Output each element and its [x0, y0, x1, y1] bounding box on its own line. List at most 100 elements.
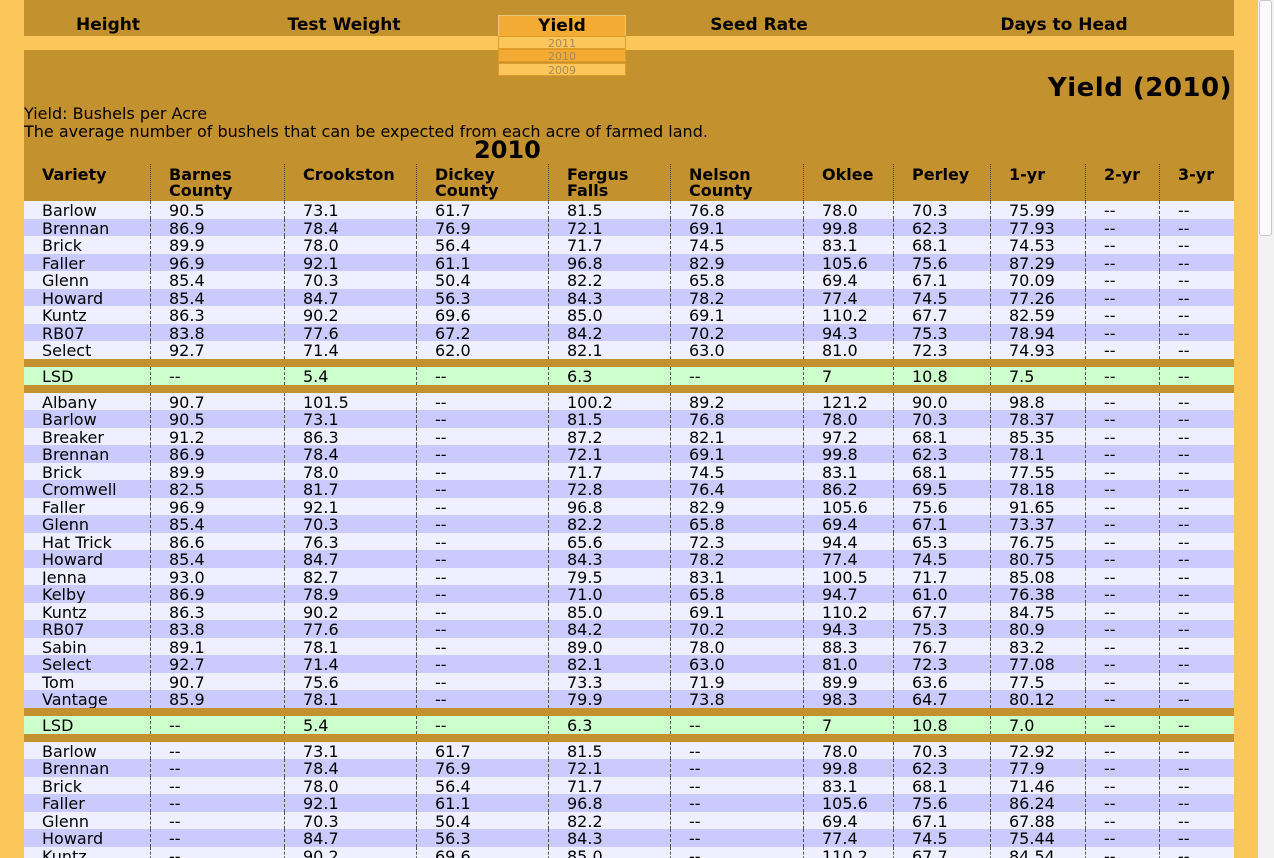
table-cell: RB07	[42, 323, 85, 341]
table-cell: Brick	[42, 462, 83, 480]
nav-height[interactable]: Height	[76, 15, 140, 35]
table-cell: --	[150, 759, 284, 777]
group-separator	[24, 358, 1234, 367]
table-cell: 69.1	[670, 306, 803, 324]
table-cell: 75.6	[893, 253, 990, 271]
column-header: Fergus Falls	[548, 164, 670, 201]
table-cell: 86.3	[284, 427, 416, 445]
table-cell: 79.5	[548, 567, 670, 585]
table-cell: 56.4	[416, 776, 548, 794]
table-cell: 63.0	[670, 655, 803, 673]
table-cell: --	[416, 585, 548, 603]
table-cell: 67.1	[893, 271, 990, 289]
yield-year-2010[interactable]: 2010	[498, 49, 626, 63]
yield-year-2009[interactable]: 2009	[498, 63, 626, 77]
table-cell: 72.92	[990, 741, 1085, 759]
table-cell: 81.0	[803, 341, 893, 359]
nav-yield[interactable]: Yield	[498, 15, 626, 37]
table-cell: --	[416, 445, 548, 463]
table-cell: --	[1159, 236, 1234, 254]
table-cell: 75.3	[893, 620, 990, 638]
table-cell: 83.8	[150, 620, 284, 638]
table-cell: --	[1159, 201, 1234, 219]
table-cell: 73.1	[284, 410, 416, 428]
table-cell: Howard	[42, 288, 104, 306]
table-cell: --	[1159, 759, 1234, 777]
table-cell: 86.9	[150, 585, 284, 603]
nav-seed-rate[interactable]: Seed Rate	[710, 15, 808, 35]
table-row: Cromwell 82.5 81.7 -- 72.8 76.4 86.2 69.5 78.18-…	[24, 480, 1234, 498]
table-cell: 56.3	[416, 829, 548, 847]
table-cell: 86.3	[150, 306, 284, 324]
table-cell: Brennan	[42, 445, 110, 463]
table-cell: 78.0	[803, 741, 893, 759]
scrollbar-thumb[interactable]	[1259, 0, 1272, 236]
table-cell: 86.6	[150, 532, 284, 550]
table-cell: --	[1085, 271, 1159, 289]
table-cell: --	[416, 427, 548, 445]
table-cell: 78.0	[803, 201, 893, 219]
table-cell: 68.1	[893, 462, 990, 480]
table-cell: Glenn	[42, 271, 89, 289]
table-cell: --	[1159, 741, 1234, 759]
table-cell: 73.3	[548, 672, 670, 690]
table-row: Kelby 86.9 78.9 -- 71.0 65.8 94.7 61.0 76.38 -- --	[24, 585, 1234, 603]
table-cell: 61.7	[416, 741, 548, 759]
table-cell: 75.3	[893, 323, 990, 341]
table-row: Select 92.7 71.4 62.0 82.1 63.0 81.0 72.3 74.93-…	[24, 341, 1234, 359]
table-cell: 83.1	[803, 236, 893, 254]
table-row: RB07 83.8 77.6 67.2 84.2 70.2 94.3 75.3 78.94 -- -…	[24, 323, 1234, 341]
table-row: Howard 85.4 84.7 -- 84.3 78.2 77.4 74.5 80.75 -- -…	[24, 550, 1234, 568]
table-cell: 89.2	[670, 392, 803, 410]
lsd-row: LSD -- 5.4 -- 6.3 -- 7 10.8 7.0 -- --	[24, 715, 1234, 734]
nav-days-to-head[interactable]: Days to Head	[1000, 15, 1128, 35]
table-cell: 77.4	[803, 288, 893, 306]
table-cell: 99.8	[803, 759, 893, 777]
table-cell: 71.7	[548, 776, 670, 794]
table-cell: 62.0	[416, 341, 548, 359]
column-header: 2-yr	[1085, 164, 1159, 201]
table-cell: Kuntz	[42, 602, 87, 620]
table-cell: 76.8	[670, 201, 803, 219]
table-cell: Howard	[42, 829, 104, 847]
table-cell: 7.5	[990, 366, 1085, 385]
table-cell: 71.7	[548, 462, 670, 480]
table-header: Variety Barnes County Crookston Dickey Coun…	[24, 164, 1234, 201]
table-row: Sabin 89.1 78.1 -- 89.0 78.0 88.3 76.7 83.2 -- --	[24, 637, 1234, 655]
nav-test-weight[interactable]: Test Weight	[287, 15, 401, 35]
table-cell: 87.29	[990, 253, 1085, 271]
table-cell: 81.5	[548, 741, 670, 759]
table-row: Barlow 90.5 73.1 -- 81.5 76.8 78.0 70.3 78.37 -- -…	[24, 410, 1234, 428]
vertical-scrollbar[interactable]	[1258, 0, 1274, 858]
table-cell: 68.1	[893, 427, 990, 445]
table-cell: --	[1085, 829, 1159, 847]
table-cell: 84.2	[548, 620, 670, 638]
table-cell: 81.5	[548, 410, 670, 428]
table-cell: 84.3	[548, 550, 670, 568]
table-cell: 63.0	[670, 341, 803, 359]
yield-table: Variety Barnes County Crookston Dickey Coun…	[24, 164, 1234, 858]
table-cell: --	[1159, 392, 1234, 410]
table-cell: 10.8	[893, 715, 990, 734]
table-cell: --	[1085, 306, 1159, 324]
table-cell: --	[1159, 776, 1234, 794]
table-cell: --	[670, 715, 803, 734]
table-cell: 97.2	[803, 427, 893, 445]
yield-year-2011[interactable]: 2011	[498, 36, 626, 50]
table-row: Glenn -- 70.3 50.4 82.2 -- 69.4 67.1 67.88 -- --	[24, 811, 1234, 829]
table-cell: 78.37	[990, 410, 1085, 428]
table-cell: 96.8	[548, 497, 670, 515]
table-cell: 5.4	[284, 366, 416, 385]
table-cell: 78.1	[284, 690, 416, 708]
table-cell: 73.8	[670, 690, 803, 708]
table-cell: 61.7	[416, 201, 548, 219]
table-cell: 65.8	[670, 515, 803, 533]
table-cell: --	[1159, 567, 1234, 585]
table-cell: Brick	[42, 776, 83, 794]
table-row: Faller 96.9 92.1 -- 96.8 82.9 105.6 75.6 91.65 --…	[24, 497, 1234, 515]
table-cell: Kuntz	[42, 306, 87, 324]
table-cell: 91.2	[150, 427, 284, 445]
table-cell: --	[1159, 550, 1234, 568]
table-cell: 72.8	[548, 480, 670, 498]
year-heading: 2010	[474, 136, 541, 164]
